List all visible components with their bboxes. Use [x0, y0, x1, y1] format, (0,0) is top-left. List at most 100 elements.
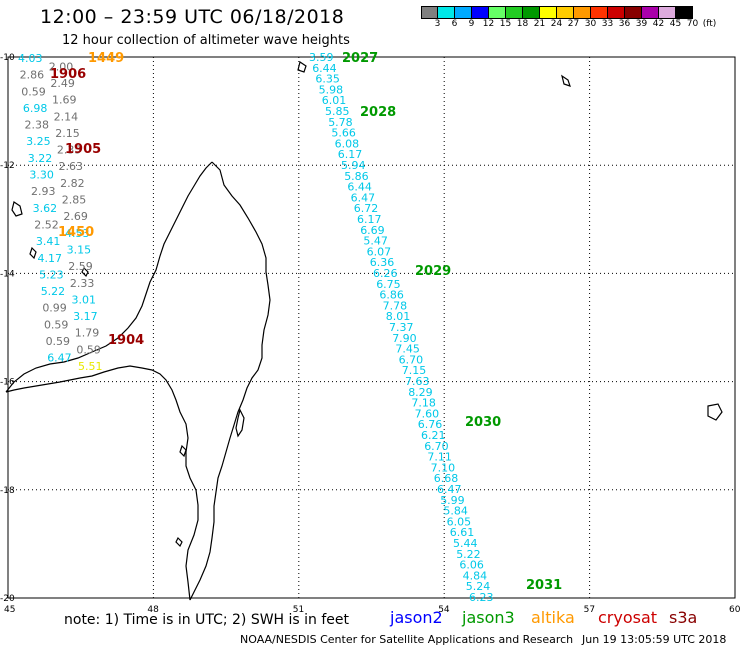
wave-height-value: 0.59	[21, 85, 45, 98]
wave-height-value: 6.17	[338, 148, 363, 161]
wave-height-value: 2.85	[62, 194, 87, 207]
pass-time-label: 2031	[526, 578, 562, 593]
wave-height-value: 6.23	[469, 591, 494, 604]
wave-height-value: 7.37	[389, 321, 414, 334]
pass-time-label: 1449	[88, 51, 124, 66]
wave-height-value: 3.59	[309, 51, 334, 64]
color-scale-label: 15	[499, 19, 512, 29]
footer-credit: NOAA/NESDIS Center for Satellite Applica…	[240, 633, 574, 646]
wave-height-value: 5.84	[443, 505, 468, 518]
map-grid: 45 48 51 54 57 60 -10 -12 -14 -16 -18 -20	[0, 53, 740, 615]
color-scale-label: 6	[451, 19, 458, 29]
color-scale-label: 21	[533, 19, 546, 29]
wave-height-value: 6.08	[335, 137, 360, 150]
color-scale-label: (ft)	[702, 19, 717, 29]
wave-height-value: 4.84	[463, 569, 488, 582]
wave-height-value: 7.78	[383, 299, 408, 312]
color-scale-legend: 3 6 9 12 15 18 21 24 27 30 33 36 39 42 45 70 (ft)	[421, 6, 718, 29]
wave-height-value: 3.22	[28, 152, 52, 165]
islet-west-b	[29, 246, 37, 260]
color-scale-label: 27	[567, 19, 580, 29]
wave-height-value: 0.59	[76, 343, 101, 356]
wave-height-value: 6.72	[354, 202, 379, 215]
madagascar-coastline	[5, 161, 271, 601]
wave-height-value: 3.62	[33, 202, 58, 215]
longitude-tick-label: 60	[729, 605, 740, 615]
satellite-legend-altika: altika	[531, 608, 575, 627]
wave-height-value: 0.99	[42, 302, 67, 315]
wave-height-value: 2.63	[59, 160, 84, 173]
wave-height-value: 2.33	[70, 277, 95, 290]
east-altimeter-track: 3.596.446.355.986.015.855.785.666.086.17…	[309, 51, 494, 604]
wave-height-value: 0.59	[46, 335, 71, 348]
wave-height-value: 2.00	[49, 60, 73, 73]
wave-height-value: 6.35	[315, 73, 340, 86]
islet-south	[179, 444, 187, 458]
wave-height-value: 6.44	[347, 181, 372, 194]
color-scale-swatch	[574, 6, 591, 19]
wave-height-value: 7.18	[411, 397, 436, 410]
wave-height-value: 6.68	[434, 472, 459, 485]
wave-height-value: 6.07	[367, 245, 392, 258]
wave-height-value: 6.17	[357, 213, 382, 226]
pass-time-label: 2029	[415, 264, 451, 279]
wave-height-value: 6.75	[376, 278, 401, 291]
color-scale-label: 9	[468, 19, 475, 29]
wave-height-value: 2.82	[60, 177, 85, 190]
wave-height-value: 5.78	[328, 116, 353, 129]
wave-height-value: 6.98	[23, 102, 48, 115]
wave-height-value: 7.10	[431, 461, 456, 474]
color-scale-swatch	[523, 6, 540, 19]
wave-height-value: 5.44	[453, 537, 478, 550]
pass-time-label: 2027	[342, 51, 378, 66]
wave-height-value: 5.85	[325, 105, 350, 118]
color-scale-label: 39	[635, 19, 648, 29]
color-scale-swatch	[421, 6, 438, 19]
wave-height-value: 2.93	[31, 185, 56, 198]
west-altimeter-track: 4.03 2.00 2.86 2.49 0.59 1.69 6.98 2.14 2.38 2.15…	[18, 52, 103, 373]
latitude-tick-label: -10	[0, 53, 15, 63]
wave-height-value: 2.49	[50, 77, 75, 90]
wave-height-value: 3.01	[72, 293, 97, 306]
wave-height-value: 6.61	[450, 526, 475, 539]
islet-east-coast	[235, 408, 245, 438]
wave-height-value: 4.03	[18, 52, 43, 65]
wave-height-value: 7.90	[392, 332, 417, 345]
wave-height-value: 6.86	[379, 289, 404, 302]
latitude-tick-label: -20	[0, 594, 15, 604]
wave-height-value: 2.15	[55, 127, 80, 140]
color-scale-swatch	[659, 6, 676, 19]
color-scale-swatch	[557, 6, 574, 19]
islet-far-south	[175, 536, 183, 548]
wave-height-value: 5.22	[456, 548, 481, 561]
satellite-legend-cryosat: cryosat	[598, 608, 658, 627]
pass-time-label: 1450	[58, 225, 94, 240]
wave-height-value: 2.14	[54, 110, 79, 123]
latitude-tick-label: -16	[0, 378, 15, 388]
wave-height-value: 2.59	[68, 260, 93, 273]
wave-height-value: 6.44	[312, 62, 337, 75]
color-scale-label: 3	[434, 19, 441, 29]
wave-height-value: 8.01	[386, 310, 411, 323]
wave-height-value: 7.11	[427, 451, 452, 464]
islet-west-c	[81, 266, 89, 278]
footer-timestamp: Jun 19 13:05:59 UTC 2018	[582, 633, 727, 646]
wave-height-value: 5.24	[466, 580, 491, 593]
wave-height-value: 6.26	[373, 267, 398, 280]
longitude-tick-label: 54	[438, 605, 450, 615]
latitude-tick-label: -18	[0, 486, 15, 496]
color-scale-swatch	[642, 6, 659, 19]
color-scale-swatch	[489, 6, 506, 19]
color-scale-swatch	[472, 6, 489, 19]
pass-time-label: 2030	[465, 415, 501, 430]
reunion-island	[707, 403, 723, 421]
wave-height-value: 6.01	[322, 94, 347, 107]
wave-height-value: 5.22	[41, 285, 65, 298]
wave-height-value: 6.69	[360, 224, 385, 237]
wave-height-value: 1.79	[75, 327, 100, 340]
color-scale-label: 36	[618, 19, 631, 29]
wave-height-value: 5.47	[363, 235, 388, 248]
wave-height-value: 2.69	[63, 210, 88, 223]
